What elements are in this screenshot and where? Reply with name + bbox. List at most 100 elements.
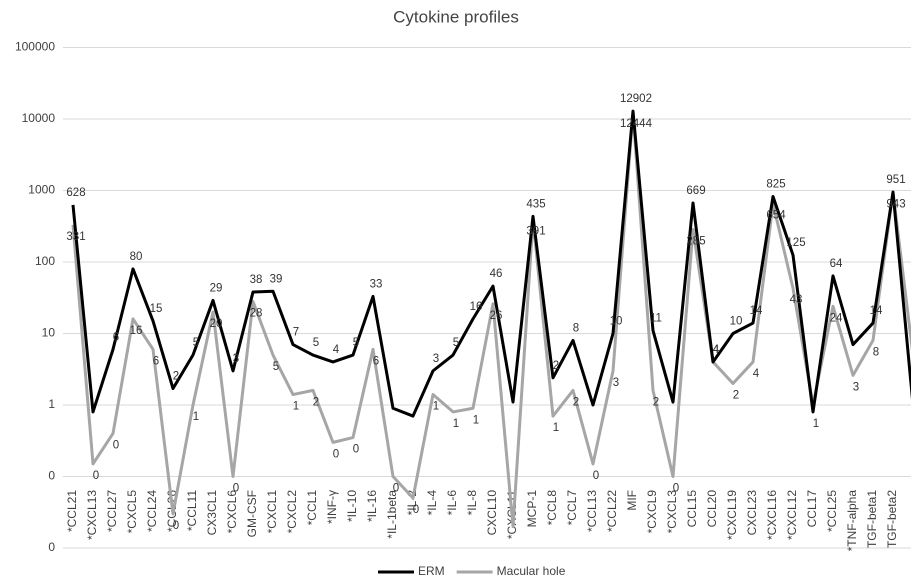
x-tick-label: *CCL8: [545, 490, 559, 526]
data-label: 0: [233, 483, 239, 495]
x-tick-label: *CXCL6: [225, 490, 239, 534]
data-label: 14: [870, 305, 883, 317]
x-tick-label: *TNF-alpha: [845, 490, 859, 552]
data-label: 2: [733, 390, 739, 402]
y-tick-label: 0: [48, 469, 55, 483]
x-tick-label: *CCL11: [185, 490, 199, 531]
data-label: 669: [686, 185, 705, 197]
data-label: 285: [686, 236, 705, 248]
data-label: 38: [250, 274, 263, 286]
data-label: 0: [393, 483, 399, 495]
x-tick-label: TGF-beta1: [865, 490, 879, 548]
data-label: 29: [210, 282, 223, 294]
x-tick-label: CXCL23: [745, 490, 759, 536]
x-tick-label: *IL-8: [465, 490, 479, 516]
data-label: 12902: [620, 93, 652, 105]
data-label: 2: [313, 396, 319, 408]
x-tick-label: *IL-4: [425, 490, 439, 516]
x-tick-label: *CCL25: [825, 490, 839, 532]
x-tick-label: *INF-γ: [325, 490, 339, 524]
y-tick-label: 10: [42, 326, 56, 340]
data-label: 0: [413, 504, 419, 516]
x-tick-label: *CXCL2: [285, 490, 299, 534]
data-label: 1: [293, 401, 299, 413]
data-label: 951: [886, 174, 905, 186]
y-tick-label: 1000: [28, 183, 55, 197]
y-tick-label: 1: [48, 397, 55, 411]
data-label: 2: [573, 396, 579, 408]
data-label: 12444: [620, 118, 653, 130]
data-label: 1: [433, 401, 439, 413]
data-label: 435: [526, 198, 545, 210]
data-label: 1: [193, 411, 199, 423]
series-line: [71, 109, 911, 418]
data-label: 4: [753, 368, 760, 380]
x-tick-label: CCL15: [685, 490, 699, 528]
x-tick-label: MIF: [625, 490, 639, 511]
y-tick-label: 10000: [22, 111, 56, 125]
x-tick-label: GM-CSF: [245, 490, 259, 537]
data-label: 15: [150, 303, 163, 315]
x-tick-label: *CXCL16: [765, 490, 779, 540]
x-tick-label: *CXCL3: [665, 490, 679, 534]
data-label: 8: [873, 346, 879, 358]
data-label: 125: [786, 237, 805, 249]
x-tick-label: *CXCL13: [85, 490, 99, 540]
data-label: 16: [470, 301, 483, 313]
data-label: 3: [613, 377, 619, 389]
data-label: 4: [713, 344, 720, 356]
data-label: 10: [610, 316, 623, 328]
data-label: 5: [353, 337, 359, 349]
x-tick-label: *CCL22: [605, 490, 619, 532]
x-tick-label: *CXCL19: [725, 490, 739, 540]
y-tick-label: 100: [35, 254, 55, 268]
data-label: 0: [113, 439, 119, 451]
data-label: 0: [353, 444, 359, 456]
data-label: 26: [490, 310, 503, 322]
x-tick-label: CX3CL1: [205, 490, 219, 536]
data-label: 0: [333, 448, 339, 460]
data-label: 80: [130, 251, 143, 263]
x-tick-label: *IL-1beta: [385, 490, 399, 539]
data-label: 0: [593, 470, 599, 482]
y-tick-label: 100000: [15, 40, 55, 54]
legend-label: Macular hole: [497, 564, 566, 578]
data-label: 6: [373, 355, 379, 367]
x-tick-label: *CXCL9: [645, 490, 659, 534]
x-tick-label: *IL-2: [405, 490, 419, 516]
data-label: 331: [66, 231, 85, 243]
data-label: 28: [250, 308, 263, 320]
data-label: 6: [153, 355, 159, 367]
data-label: 10: [730, 316, 743, 328]
data-label: 2: [653, 396, 659, 408]
x-tick-label: *CCL1: [305, 490, 319, 526]
x-tick-label: CCL20: [705, 490, 719, 528]
data-label: 391: [526, 226, 545, 238]
data-label: 39: [270, 273, 283, 285]
data-label: 20: [210, 318, 223, 330]
data-label: 0: [173, 520, 179, 532]
x-tick-label: *IL-16: [365, 490, 379, 522]
data-label: 628: [66, 187, 85, 199]
data-label: 14: [750, 305, 763, 317]
data-label: 654: [766, 210, 786, 222]
data-label: 7: [293, 327, 299, 339]
y-tick-label: 0: [48, 540, 55, 554]
data-label: 5: [453, 337, 459, 349]
x-tick-label: *CCL21: [65, 490, 79, 532]
data-label: 24: [830, 312, 843, 324]
chart-title: Cytokine profiles: [393, 7, 519, 26]
data-label: 2: [553, 360, 559, 372]
data-label: 943: [886, 198, 905, 210]
data-label: 1: [553, 422, 559, 434]
data-label: 3: [853, 381, 859, 393]
data-label: 8: [573, 322, 579, 334]
data-label: 6: [113, 331, 119, 343]
data-label: 1: [813, 418, 819, 430]
data-label: 4: [713, 344, 720, 356]
data-label: 3: [233, 353, 239, 365]
data-label: 0: [93, 470, 99, 482]
x-tick-label: *IL-10: [345, 490, 359, 522]
x-tick-label: *CCL13: [585, 490, 599, 532]
data-label: 825: [766, 179, 785, 191]
